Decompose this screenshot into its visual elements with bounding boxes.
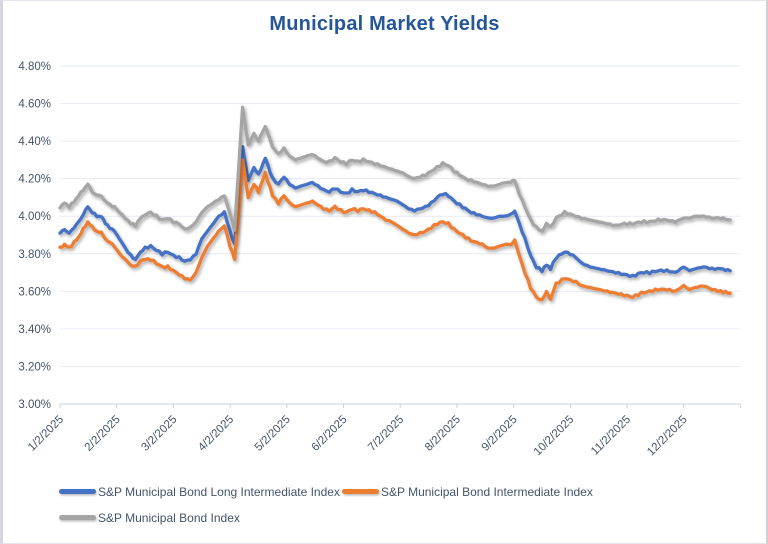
y-axis-tick-label: 3.40% (18, 324, 51, 336)
gridlines (60, 65, 741, 405)
x-axis-tick-label: 9/2/2025 (480, 414, 520, 454)
x-axis-tick-label: 5/2/2025 (253, 414, 293, 454)
x-axis-tick-label: 12/2/2025 (645, 414, 690, 459)
series-line-2 (58, 105, 732, 233)
legend-label: S&P Municipal Bond Intermediate Index (380, 484, 593, 499)
x-axis (59, 404, 741, 408)
legend: S&P Municipal Bond Long Intermediate Ind… (59, 482, 723, 527)
legend-label: S&P Municipal Bond Index (98, 510, 240, 525)
legend-label: S&P Municipal Bond Long Intermediate Ind… (98, 484, 340, 499)
y-axis-tick-label: 3.20% (18, 361, 51, 373)
x-axis-tick-label: 1/2/2025 (26, 414, 66, 454)
x-axis-tick-label: 10/2/2025 (532, 414, 577, 459)
y-axis-tick-label: 3.80% (18, 249, 51, 261)
y-axis-tick-label: 3.00% (18, 399, 51, 411)
y-axis-tick-label: 4.80% (18, 61, 51, 73)
legend-swatch-gray (59, 515, 96, 520)
series-line-1 (58, 158, 732, 302)
x-axis-tick-label: 2/2/2025 (83, 414, 123, 454)
series-line-0 (58, 145, 732, 279)
yield-line-chart: 4.80% 4.60% 4.40% 4.20% 4.00% 3.80% 3.60% 3.40%… (18, 61, 741, 459)
legend-item-long-intermediate: S&P Municipal Bond Long Intermediate Ind… (59, 482, 340, 501)
y-axis-tick-label: 3.60% (18, 286, 51, 298)
series-lines (58, 105, 732, 302)
x-axis-tick-label: 11/2/2025 (589, 414, 633, 458)
y-axis-tick-label: 4.20% (18, 174, 51, 186)
legend-swatch-blue (59, 489, 96, 494)
y-axis-tick-label: 4.60% (18, 99, 51, 111)
x-axis-tick-label: 6/2/2025 (309, 414, 349, 454)
x-axis-tick-label: 3/2/2025 (139, 414, 179, 454)
chart-title: Municipal Market Yields (269, 13, 500, 35)
legend-item-bond-index: S&P Municipal Bond Index (59, 508, 240, 527)
x-axis-labels: 1/2/2025 2/2/2025 3/2/2025 4/2/2025 5/2/2025… (26, 414, 690, 459)
legend-swatch-orange (341, 489, 379, 494)
x-axis-tick-label: 8/2/2025 (423, 414, 463, 454)
y-axis-tick-label: 4.00% (18, 211, 51, 223)
y-axis-labels: 4.80% 4.60% 4.40% 4.20% 4.00% 3.80% 3.60% 3.40%… (18, 61, 51, 411)
x-axis-tick-label: 7/2/2025 (366, 414, 406, 454)
legend-item-intermediate: S&P Municipal Bond Intermediate Index (341, 482, 593, 501)
x-axis-tick-label: 4/2/2025 (196, 414, 236, 454)
y-axis-tick-label: 4.40% (18, 136, 51, 148)
